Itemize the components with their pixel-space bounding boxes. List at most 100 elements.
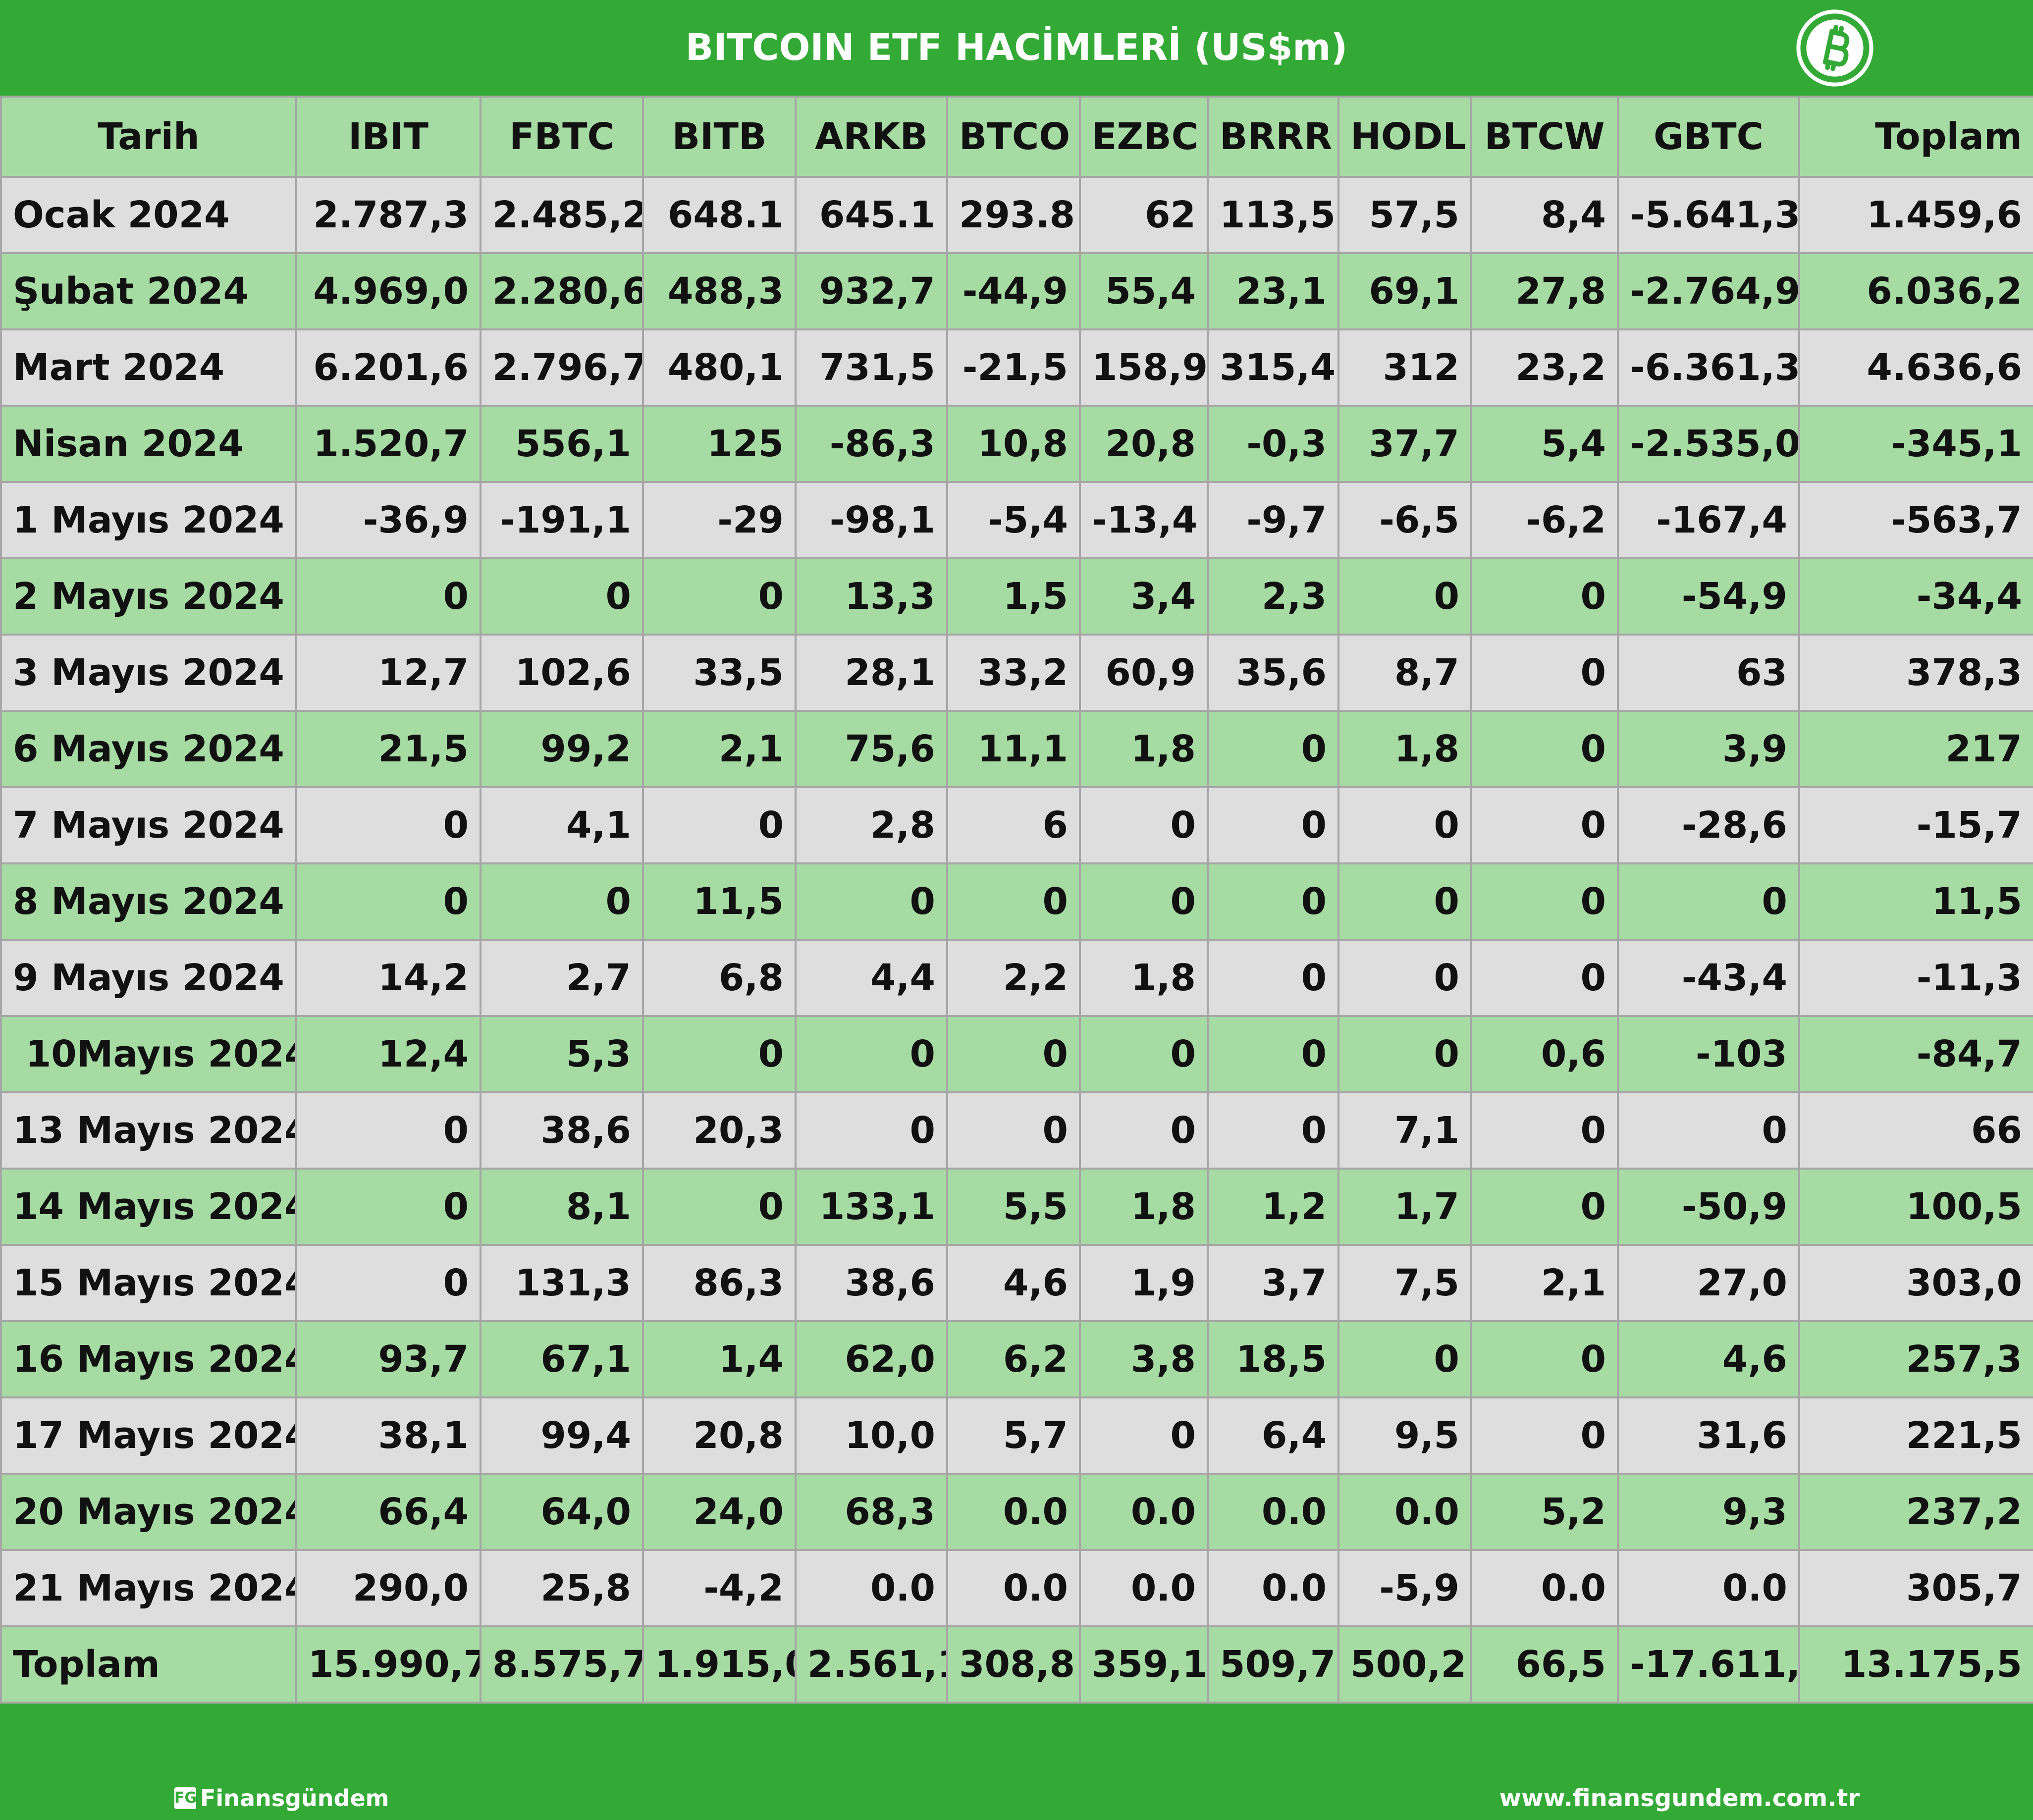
value-cell-hodl: 0 bbox=[1338, 1015, 1472, 1093]
table-row: 10Mayıs 2024 12,4 5,3 0 0 0 0 0 0 0,6 -103 -84,7 bbox=[0, 1015, 2033, 1093]
value-cell-btco: 308,8 bbox=[946, 1625, 1081, 1704]
value-cell-toplam: 217 bbox=[1798, 710, 2033, 788]
value-cell-ezbc: 62 bbox=[1079, 176, 1209, 254]
value-cell-hodl: -5,9 bbox=[1338, 1549, 1472, 1627]
value-cell-btco: 0.0 bbox=[946, 1549, 1081, 1627]
value-cell-btcw: 2,1 bbox=[1470, 1244, 1619, 1322]
table-row: 17 Mayıs 2024 38,1 99,4 20,8 10,0 5,7 0 6,4 9,5 0… bbox=[0, 1396, 2033, 1475]
table-row: 13 Mayıs 2024 0 38,6 20,3 0 0 0 0 7,1 0 0 66 bbox=[0, 1091, 2033, 1170]
value-cell-hodl: 0 bbox=[1338, 786, 1472, 864]
value-cell-btco: -44,9 bbox=[946, 252, 1081, 330]
value-cell-fbtc: 102,6 bbox=[480, 634, 644, 712]
value-cell-bitb: 20,3 bbox=[642, 1091, 797, 1170]
value-cell-fbtc: 64,0 bbox=[480, 1473, 644, 1551]
value-cell-brrr: 0 bbox=[1207, 786, 1339, 864]
value-cell-ibit: 0 bbox=[295, 1091, 482, 1170]
value-cell-arkb: 10,0 bbox=[795, 1396, 948, 1475]
value-cell-fbtc: 38,6 bbox=[480, 1091, 644, 1170]
date-cell: Nisan 2024 bbox=[0, 405, 297, 483]
date-cell: Toplam bbox=[0, 1625, 297, 1704]
value-cell-btcw: 23,2 bbox=[1470, 328, 1619, 407]
value-cell-bitb: 0 bbox=[642, 557, 797, 636]
website-link[interactable]: www.finansgundem.com.tr bbox=[1499, 1784, 1860, 1812]
value-cell-hodl: 57,5 bbox=[1338, 176, 1472, 254]
value-cell-btco: 2,2 bbox=[946, 939, 1081, 1017]
column-header-gbtc: GBTC bbox=[1617, 96, 1800, 178]
value-cell-toplam: 257,3 bbox=[1798, 1320, 2033, 1398]
value-cell-hodl: -6,5 bbox=[1338, 481, 1472, 559]
table-row: 15 Mayıs 2024 0 131,3 86,3 38,6 4,6 1,9 3,7 7,5 2… bbox=[0, 1244, 2033, 1322]
value-cell-fbtc: 67,1 bbox=[480, 1320, 644, 1398]
value-cell-btcw: 0 bbox=[1470, 939, 1619, 1017]
value-cell-hodl: 7,1 bbox=[1338, 1091, 1472, 1170]
value-cell-btco: -21,5 bbox=[946, 328, 1081, 407]
value-cell-btcw: 0 bbox=[1470, 786, 1619, 864]
value-cell-btco: 0 bbox=[946, 1091, 1081, 1170]
value-cell-ibit: 0 bbox=[295, 862, 482, 941]
etf-volume-table: Tarih IBIT FBTC BITB ARKB BTCO EZBC BRRR HODL BTC… bbox=[0, 96, 2033, 1704]
value-cell-fbtc: 131,3 bbox=[480, 1244, 644, 1322]
value-cell-btco: 0.0 bbox=[946, 1473, 1081, 1551]
table-row: 14 Mayıs 2024 0 8,1 0 133,1 5,5 1,8 1,2 1,7 0 -50,… bbox=[0, 1168, 2033, 1246]
value-cell-gbtc: -54,9 bbox=[1617, 557, 1800, 636]
value-cell-fbtc: 99,4 bbox=[480, 1396, 644, 1475]
value-cell-fbtc: 2,7 bbox=[480, 939, 644, 1017]
value-cell-bitb: 1,4 bbox=[642, 1320, 797, 1398]
value-cell-btco: 6 bbox=[946, 786, 1081, 864]
value-cell-btco: 10,8 bbox=[946, 405, 1081, 483]
value-cell-ezbc: 0 bbox=[1079, 862, 1209, 941]
value-cell-gbtc: -2.764,9 bbox=[1617, 252, 1800, 330]
page-title: BITCOIN ETF HACİMLERİ (US$m) bbox=[685, 26, 1348, 69]
column-header-brrr: BRRR bbox=[1207, 96, 1339, 178]
value-cell-arkb: 0 bbox=[795, 1091, 948, 1170]
title-bar: BITCOIN ETF HACİMLERİ (US$m) bbox=[0, 0, 2033, 96]
value-cell-gbtc: -28,6 bbox=[1617, 786, 1800, 864]
value-cell-fbtc: 556,1 bbox=[480, 405, 644, 483]
value-cell-brrr: 6,4 bbox=[1207, 1396, 1339, 1475]
value-cell-gbtc: 31,6 bbox=[1617, 1396, 1800, 1475]
value-cell-brrr: 1,2 bbox=[1207, 1168, 1339, 1246]
table-row: 2 Mayıs 2024 0 0 0 13,3 1,5 3,4 2,3 0 0 -54,9 -34,4 bbox=[0, 557, 2033, 636]
value-cell-arkb: -86,3 bbox=[795, 405, 948, 483]
value-cell-btco: 4,6 bbox=[946, 1244, 1081, 1322]
value-cell-toplam: 237,2 bbox=[1798, 1473, 2033, 1551]
value-cell-ezbc: 3,4 bbox=[1079, 557, 1209, 636]
value-cell-hodl: 0 bbox=[1338, 862, 1472, 941]
table-row: 16 Mayıs 2024 93,7 67,1 1,4 62,0 6,2 3,8 18,5 0 0… bbox=[0, 1320, 2033, 1398]
value-cell-brrr: 0 bbox=[1207, 710, 1339, 788]
value-cell-arkb: 0 bbox=[795, 862, 948, 941]
value-cell-toplam: 100,5 bbox=[1798, 1168, 2033, 1246]
value-cell-toplam: -34,4 bbox=[1798, 557, 2033, 636]
value-cell-gbtc: 0.0 bbox=[1617, 1549, 1800, 1627]
date-cell: 9 Mayıs 2024 bbox=[0, 939, 297, 1017]
value-cell-bitb: 0 bbox=[642, 1168, 797, 1246]
value-cell-fbtc: 2.485,2 bbox=[480, 176, 644, 254]
date-cell: 7 Mayıs 2024 bbox=[0, 786, 297, 864]
value-cell-gbtc: -43,4 bbox=[1617, 939, 1800, 1017]
value-cell-hodl: 69,1 bbox=[1338, 252, 1472, 330]
value-cell-ezbc: 0 bbox=[1079, 786, 1209, 864]
column-header-hodl: HODL bbox=[1338, 96, 1472, 178]
value-cell-bitb: 33,5 bbox=[642, 634, 797, 712]
table-row: 6 Mayıs 2024 21,5 99,2 2,1 75,6 11,1 1,8 0 1,8 0 3… bbox=[0, 710, 2033, 788]
table-row: 3 Mayıs 2024 12,7 102,6 33,5 28,1 33,2 60,9 35,… bbox=[0, 634, 2033, 712]
value-cell-ibit: 12,7 bbox=[295, 634, 482, 712]
column-header-tarih: Tarih bbox=[0, 96, 297, 178]
value-cell-bitb: 125 bbox=[642, 405, 797, 483]
table-row: Şubat 2024 4.969,0 2.280,6 488,3 932,7 -44,9 5… bbox=[0, 252, 2033, 330]
table-row: Ocak 2024 2.787,3 2.485,2 648.1 645.1 293.8 62… bbox=[0, 176, 2033, 254]
brand-name: Finansgündem bbox=[200, 1785, 389, 1812]
date-cell: 21 Mayıs 2024 bbox=[0, 1549, 297, 1627]
table-row: 21 Mayıs 2024 290,0 25,8 -4,2 0.0 0.0 0.0 0.0 -5… bbox=[0, 1549, 2033, 1627]
date-cell: 3 Mayıs 2024 bbox=[0, 634, 297, 712]
value-cell-btco: 1,5 bbox=[946, 557, 1081, 636]
value-cell-brrr: -0,3 bbox=[1207, 405, 1339, 483]
value-cell-arkb: 28,1 bbox=[795, 634, 948, 712]
value-cell-arkb: -98,1 bbox=[795, 481, 948, 559]
value-cell-brrr: 509,7 bbox=[1207, 1625, 1339, 1704]
value-cell-gbtc: -17.611,3 bbox=[1617, 1625, 1800, 1704]
value-cell-arkb: 645.1 bbox=[795, 176, 948, 254]
value-cell-gbtc: -50,9 bbox=[1617, 1168, 1800, 1246]
value-cell-ezbc: 60,9 bbox=[1079, 634, 1209, 712]
value-cell-ibit: 0 bbox=[295, 557, 482, 636]
